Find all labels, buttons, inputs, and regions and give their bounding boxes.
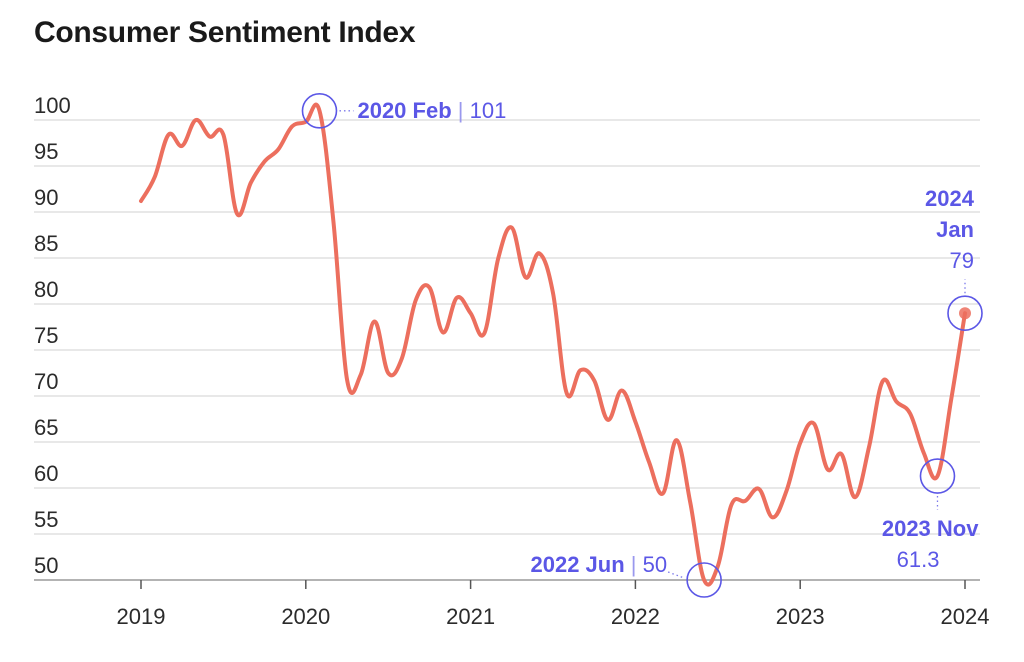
x-tick-label: 2019 [117,604,166,629]
y-tick-label: 65 [34,415,58,440]
x-tick-label: 2024 [941,604,990,629]
low-2022-jun-marker [686,562,722,598]
y-tick-label: 90 [34,185,58,210]
annotation-2024-jan-value: 79 [950,248,974,273]
peak-2020-feb-marker [301,93,338,129]
annotation-2023-nov-value: 61.3 [897,547,940,572]
annotation-2024-jan-year: 2024 [925,186,975,211]
x-tick-label: 2021 [446,604,495,629]
y-tick-label: 85 [34,231,58,256]
y-tick-label: 50 [34,553,58,578]
y-tick-label: 100 [34,93,71,118]
y-tick-label: 70 [34,369,58,394]
chart-title: Consumer Sentiment Index [34,16,416,49]
y-axis: 100 95 90 85 80 75 70 65 60 55 50 [34,93,71,578]
y-tick-label: 95 [34,139,58,164]
y-tick-label: 55 [34,507,58,532]
x-tick-label: 2022 [611,604,660,629]
annotation-2024-jan-month: Jan [936,217,974,242]
x-tick-label: 2020 [281,604,330,629]
y-tick-label: 80 [34,277,58,302]
annotations-layer: 2020 Feb | 101 2022 Jun | 50 2023 Nov 61.3 2… [301,93,983,598]
series-line [139,102,967,587]
annotation-leader [667,571,685,579]
annotation-2022-jun: 2022 Jun | 50 [531,552,668,577]
point-2023-nov-marker [919,458,956,494]
point-2024-jan-marker [947,295,983,332]
x-tick-label: 2023 [776,604,825,629]
gridlines [34,119,980,535]
y-tick-label: 75 [34,323,58,348]
annotation-2020-feb: 2020 Feb | 101 [357,98,506,123]
endpoint-dot [959,307,971,320]
x-axis: 2019 2020 2021 2022 2023 2024 [34,579,990,629]
annotation-2023-nov-label: 2023 Nov [882,516,979,541]
y-tick-label: 60 [34,461,58,486]
series-layer [139,102,967,587]
